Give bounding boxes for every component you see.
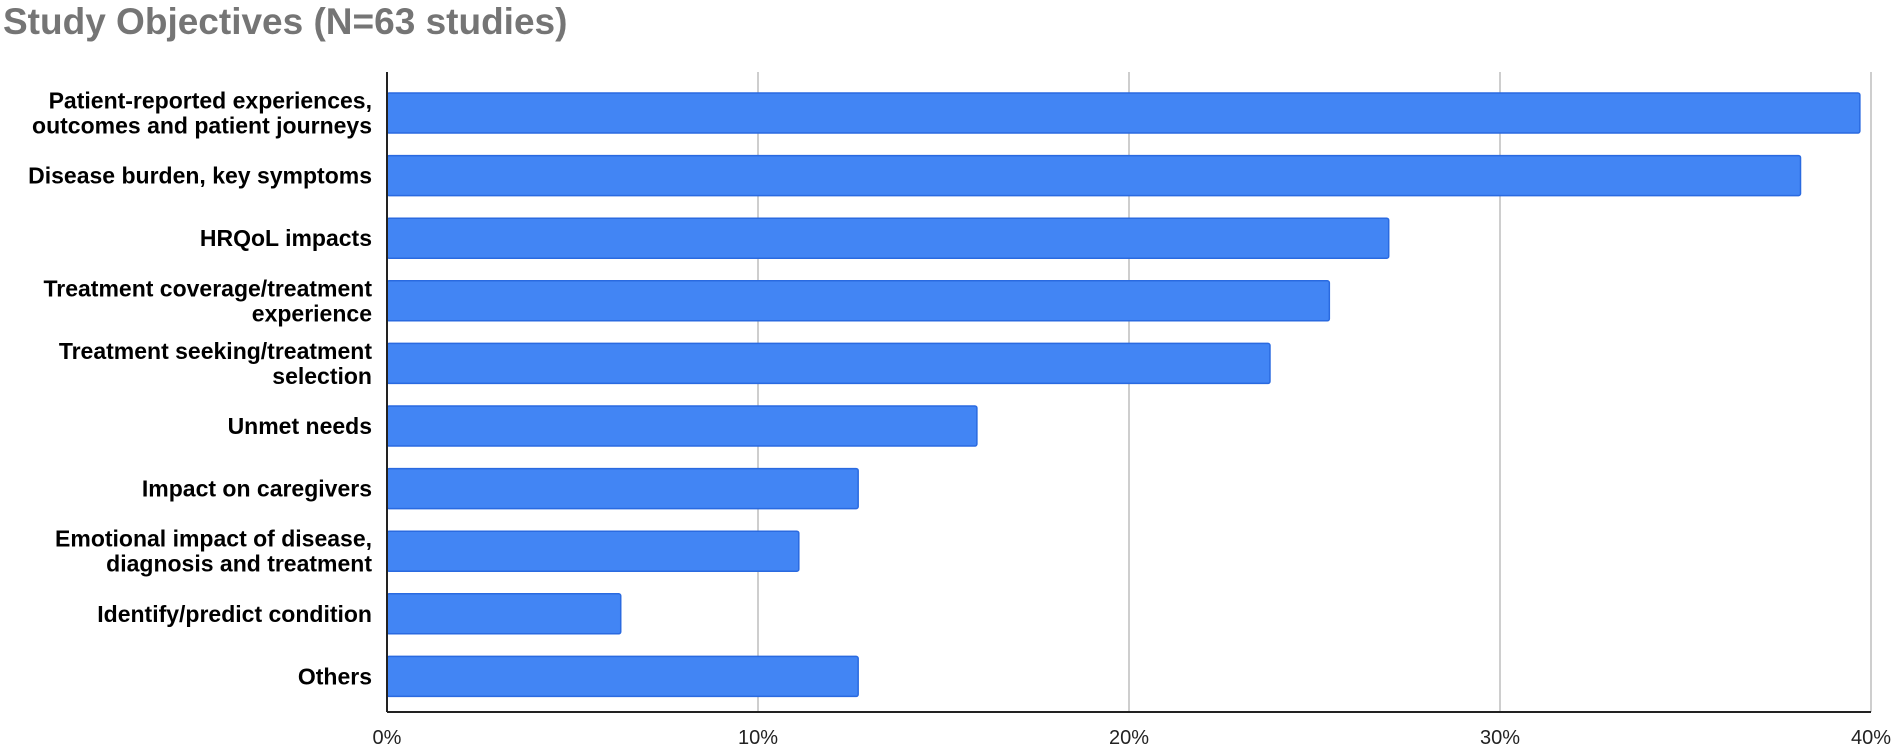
x-tick-label: 10% xyxy=(738,727,778,749)
x-tick-label: 30% xyxy=(1480,727,1520,749)
category-label: Identify/predict condition xyxy=(97,601,372,627)
bars xyxy=(386,92,1861,698)
bar xyxy=(386,655,859,698)
chart-title: Study Objectives (N=63 studies) xyxy=(3,1,568,42)
category-label: HRQoL impacts xyxy=(200,225,372,251)
category-labels: Patient-reported experiences, outcomes an… xyxy=(28,88,372,690)
category-label: Treatment seeking/treatment selection xyxy=(59,338,373,389)
bar xyxy=(386,154,1802,197)
category-label: Others xyxy=(298,663,372,689)
axes xyxy=(386,72,1871,713)
bar xyxy=(386,530,800,572)
x-tick-label: 0% xyxy=(373,727,402,749)
bar xyxy=(386,217,1390,259)
category-label: Impact on caregivers xyxy=(142,476,372,502)
bar xyxy=(386,405,978,447)
bar xyxy=(386,92,1861,134)
x-tick-label: 40% xyxy=(1851,727,1891,749)
x-tick-labels: 0% 10% 20% 30% 40% xyxy=(373,727,1892,749)
category-label: Disease burden, key symptoms xyxy=(28,163,372,189)
category-label: Patient-reported experiences, outcomes an… xyxy=(32,88,372,139)
bar xyxy=(386,342,1271,385)
category-label: Emotional impact of disease, diagnosis an… xyxy=(55,526,372,577)
category-label: Treatment coverage/treatment experience xyxy=(43,275,372,326)
x-tick-label: 20% xyxy=(1109,727,1149,749)
category-label: Unmet needs xyxy=(228,413,372,439)
bar xyxy=(386,593,622,635)
bar xyxy=(386,280,1331,322)
bar xyxy=(386,467,859,510)
